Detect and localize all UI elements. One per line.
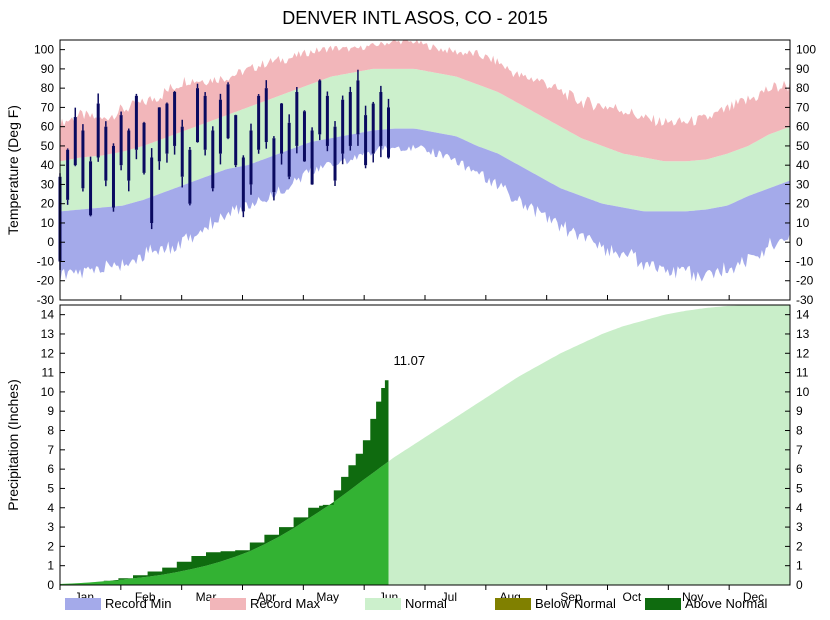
precip-ytick-left: 5 (47, 481, 54, 495)
precip-observed-base (60, 461, 389, 585)
temp-ytick-right: 30 (796, 177, 810, 191)
precip-ytick-right: 5 (796, 481, 803, 495)
precip-ytick-right: 0 (796, 578, 803, 592)
precip-ytick-right: 6 (796, 462, 803, 476)
precip-ytick-left: 3 (47, 520, 54, 534)
temp-ytick-left: 40 (41, 158, 55, 172)
temp-ytick-left: 60 (41, 120, 55, 134)
precip-panel: 11.0700112233445566778899101011111212131… (5, 305, 810, 592)
precip-ytick-left: 12 (41, 346, 55, 360)
precip-ytick-left: 6 (47, 462, 54, 476)
temp-ytick-right: 20 (796, 197, 810, 211)
legend: Record Min Record Max Normal Below Normal Ab… (65, 596, 767, 611)
precip-ytick-left: 9 (47, 404, 54, 418)
precip-ytick-left: 13 (41, 327, 55, 341)
legend-label: Normal (405, 596, 447, 611)
precip-ytick-left: 0 (47, 578, 54, 592)
climate-chart: DENVER INTL ASOS, CO - 2015-30-30-20-20-… (0, 0, 830, 620)
precip-ytick-left: 14 (41, 308, 55, 322)
precip-ytick-right: 1 (796, 559, 803, 573)
temp-ytick-left: 100 (34, 43, 54, 57)
temp-ytick-right: 90 (796, 62, 810, 76)
precip-ytick-right: 14 (796, 308, 810, 322)
temp-ytick-left: 80 (41, 81, 55, 95)
legend-swatch (495, 598, 531, 610)
precip-value-label: 11.07 (394, 353, 426, 368)
legend-swatch (645, 598, 681, 610)
temp-ytick-right: -20 (796, 274, 814, 288)
temp-ytick-left: 10 (41, 216, 55, 230)
legend-swatch (65, 598, 101, 610)
temp-ytick-right: 70 (796, 100, 810, 114)
temp-ytick-right: -30 (796, 293, 814, 307)
temp-ytick-left: 0 (47, 235, 54, 249)
precip-ytick-right: 3 (796, 520, 803, 534)
precip-ytick-left: 2 (47, 539, 54, 553)
temp-ytick-left: 90 (41, 62, 55, 76)
temp-ytick-left: 50 (41, 139, 55, 153)
precip-ytick-left: 11 (42, 366, 55, 380)
chart-title: DENVER INTL ASOS, CO - 2015 (282, 8, 547, 28)
precip-ytick-right: 13 (796, 327, 810, 341)
legend-label: Record Min (105, 596, 171, 611)
precip-ytick-right: 2 (796, 539, 803, 553)
temp-ytick-right: 40 (796, 158, 810, 172)
temp-ytick-left: 30 (41, 177, 55, 191)
temp-ytick-left: 70 (41, 100, 55, 114)
precip-ytick-left: 10 (41, 385, 55, 399)
temp-ytick-left: -10 (37, 254, 55, 268)
precip-ytick-right: 10 (796, 385, 810, 399)
legend-swatch (365, 598, 401, 610)
precip-ytick-right: 9 (796, 404, 803, 418)
temp-ytick-right: -10 (796, 254, 814, 268)
precip-ytick-left: 1 (47, 559, 54, 573)
temp-ytick-left: -30 (37, 293, 55, 307)
legend-label: Above Normal (685, 596, 767, 611)
temp-ytick-right: 10 (796, 216, 810, 230)
temp-ytick-left: -20 (37, 274, 55, 288)
temp-ytick-right: 80 (796, 81, 810, 95)
legend-swatch (210, 598, 246, 610)
precip-ytick-right: 12 (796, 346, 810, 360)
temp-ytick-right: 100 (796, 43, 816, 57)
temp-ytick-right: 60 (796, 120, 810, 134)
legend-label: Record Max (250, 596, 321, 611)
legend-label: Below Normal (535, 596, 616, 611)
precip-normal-area (60, 305, 790, 585)
precip-ytick-right: 11 (796, 366, 809, 380)
temp-ytick-right: 0 (796, 235, 803, 249)
precip-ytick-left: 8 (47, 424, 54, 438)
precip-ytick-left: 7 (47, 443, 54, 457)
month-label: Oct (622, 590, 641, 604)
precip-ytick-left: 4 (47, 501, 54, 515)
precip-ylabel: Precipitation (Inches) (5, 379, 21, 511)
temp-ytick-left: 20 (41, 197, 55, 211)
temp-ytick-right: 50 (796, 139, 810, 153)
temperature-panel: -30 -30 -20 -20 -10 -10 0 0 10 10 20 20 30 30 40 40 50 50… (5, 40, 816, 307)
precip-ytick-right: 8 (796, 424, 803, 438)
precip-ytick-right: 4 (796, 501, 803, 515)
precip-ytick-right: 7 (796, 443, 803, 457)
temp-ylabel: Temperature (Deg F) (5, 105, 21, 235)
